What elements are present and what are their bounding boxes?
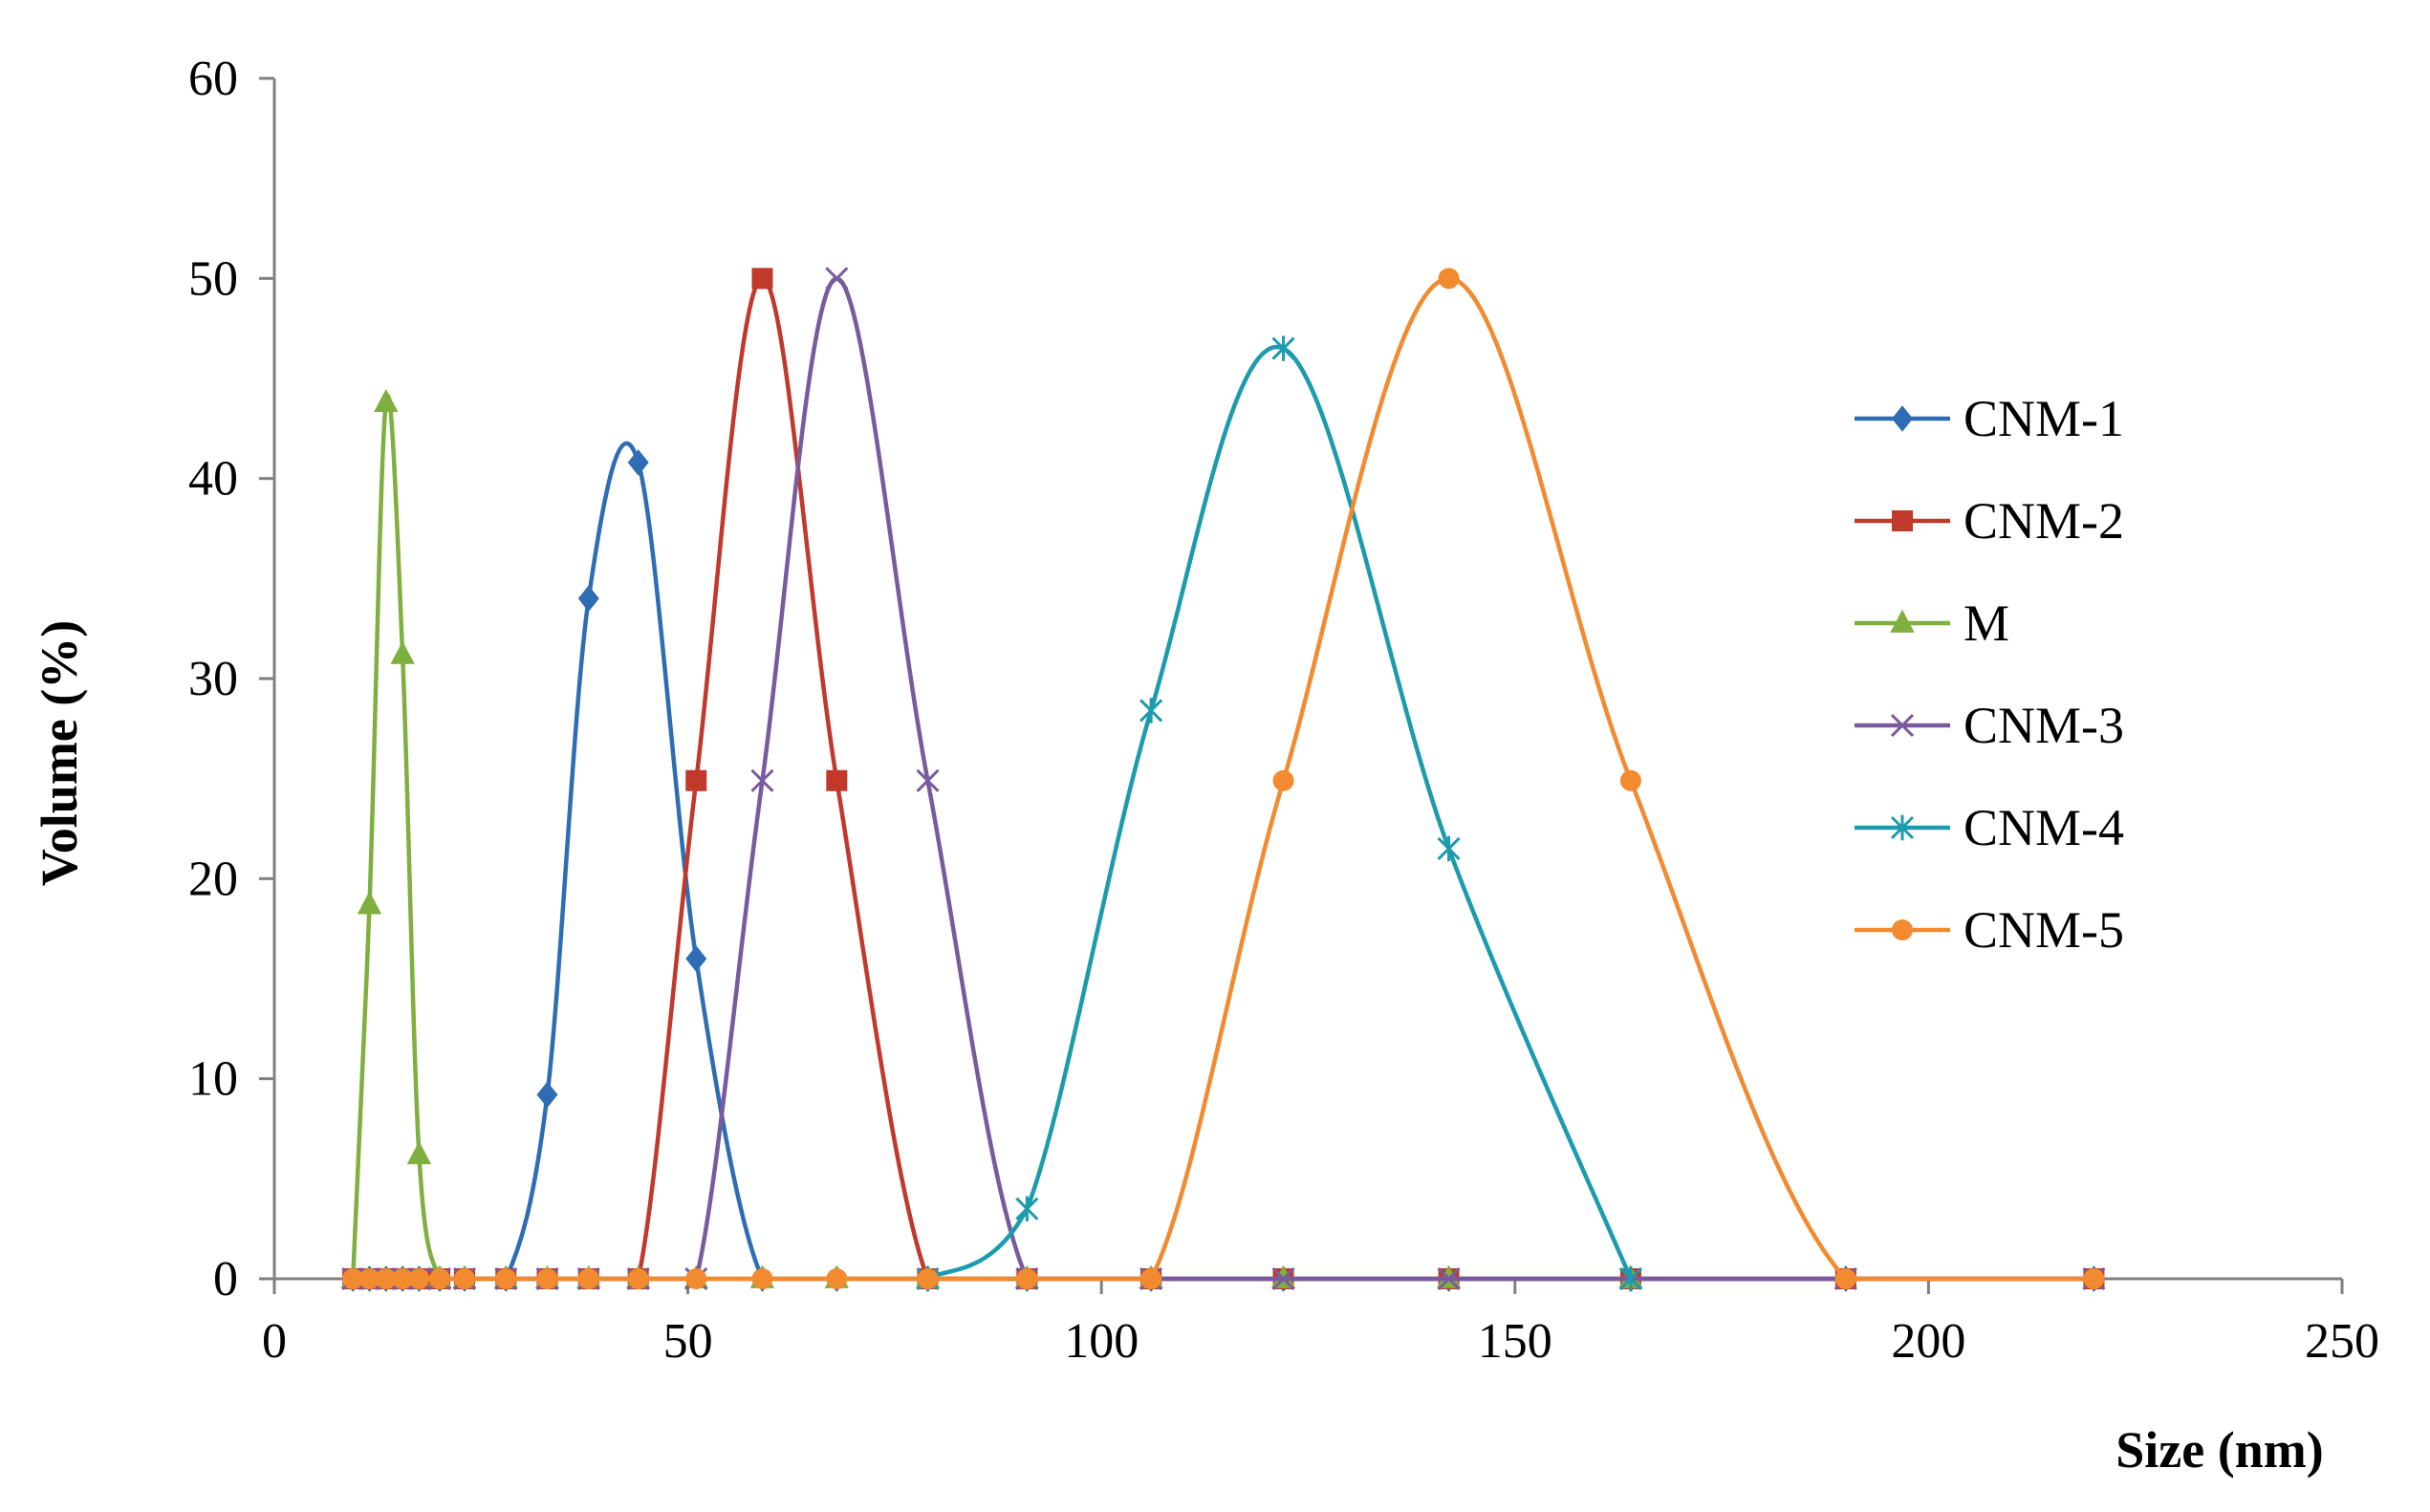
data-point <box>536 1268 558 1289</box>
data-point <box>627 1268 649 1289</box>
data-point <box>1618 1265 1642 1292</box>
legend-label: CNM-5 <box>1964 901 2124 959</box>
data-point <box>685 769 707 791</box>
legend-marker <box>1892 510 1913 531</box>
data-point <box>374 388 399 413</box>
data-point <box>627 449 649 476</box>
data-point <box>2083 1268 2105 1289</box>
data-point <box>1834 1268 1856 1289</box>
series-cnm-4 <box>916 335 1642 1292</box>
y-tick-label: 10 <box>188 1052 238 1107</box>
data-point <box>1140 1268 1162 1289</box>
data-point <box>1139 698 1163 724</box>
legend-label: M <box>1964 594 2009 652</box>
data-point <box>685 1268 707 1289</box>
x-tick-label: 0 <box>262 1314 287 1369</box>
legend-label: CNM-2 <box>1964 492 2124 550</box>
data-point <box>453 1268 475 1289</box>
legend-item: M <box>1855 594 2009 652</box>
legend-marker <box>1892 405 1913 432</box>
x-tick-label: 50 <box>663 1314 713 1369</box>
data-point <box>577 585 599 613</box>
data-point <box>1271 1266 1295 1291</box>
x-axis-title: Size (nm) <box>2115 1421 2323 1479</box>
series-line <box>353 276 2094 1282</box>
y-tick-label: 40 <box>188 452 238 507</box>
data-point <box>825 267 849 291</box>
series-line <box>926 344 1634 1281</box>
data-point <box>1437 835 1461 862</box>
data-point <box>685 945 707 972</box>
data-point <box>536 1081 558 1109</box>
x-tick-label: 200 <box>1891 1314 1965 1369</box>
series-line <box>353 441 2094 1282</box>
data-point <box>916 768 940 792</box>
legend-label: CNM-3 <box>1964 697 2124 754</box>
data-point <box>1271 335 1295 361</box>
axes: 0 10 20 30 40 50 60 0 50 100 150 200 250 <box>188 52 2379 1369</box>
plot-series <box>340 267 2106 1292</box>
legend-item: CNM-1 <box>1855 390 2124 447</box>
series-line <box>353 276 2094 1282</box>
data-point <box>577 1268 599 1289</box>
data-point <box>1437 1266 1461 1291</box>
legend-label: CNM-1 <box>1964 390 2124 447</box>
series-cnm-1 <box>342 441 2105 1292</box>
series-cnm-2 <box>342 268 2105 1289</box>
data-point <box>375 1268 397 1289</box>
x-tick-label: 150 <box>1478 1314 1552 1369</box>
data-point <box>826 769 848 791</box>
y-tick-label: 20 <box>188 852 238 906</box>
legend-marker <box>1890 814 1915 841</box>
legend-marker <box>1890 713 1915 738</box>
legend-item: CNM-5 <box>1855 901 2124 959</box>
series-line <box>353 276 2094 1282</box>
data-point <box>1015 1196 1039 1221</box>
data-point <box>429 1268 451 1289</box>
legend-marker <box>1890 609 1915 633</box>
data-point <box>917 1268 939 1289</box>
data-point <box>406 1140 432 1165</box>
data-point <box>751 1268 773 1289</box>
data-point <box>408 1268 430 1289</box>
x-tick-label: 100 <box>1064 1314 1139 1369</box>
x-tick-label: 250 <box>2305 1314 2379 1369</box>
data-point <box>1016 1268 1038 1289</box>
series-cnm-5 <box>342 268 2105 1289</box>
legend-label: CNM-4 <box>1964 799 2124 856</box>
data-point <box>392 1268 414 1289</box>
series-cnm-3 <box>341 267 2106 1291</box>
legend: CNM-1 CNM-2 M CNM-3 CNM-4 CNM-5 <box>1855 390 2124 959</box>
legend-item: CNM-3 <box>1855 697 2124 754</box>
data-point <box>342 1268 364 1289</box>
data-point <box>1272 769 1294 791</box>
data-point <box>750 768 774 792</box>
legend-item: CNM-2 <box>1855 492 2124 550</box>
legend-item: CNM-4 <box>1855 799 2124 856</box>
data-point <box>1438 268 1460 290</box>
y-tick-label: 60 <box>188 52 238 106</box>
data-point <box>495 1268 517 1289</box>
data-point <box>390 640 415 664</box>
data-point <box>826 1268 848 1289</box>
y-tick-label: 30 <box>188 652 238 706</box>
y-tick-label: 50 <box>188 251 238 306</box>
legend-marker <box>1892 919 1913 940</box>
y-axis-title: Volume (%) <box>31 620 88 887</box>
data-point <box>751 268 773 290</box>
data-point <box>358 1268 380 1289</box>
y-tick-label: 0 <box>213 1252 238 1307</box>
data-point <box>357 891 382 915</box>
data-point <box>1619 769 1641 791</box>
